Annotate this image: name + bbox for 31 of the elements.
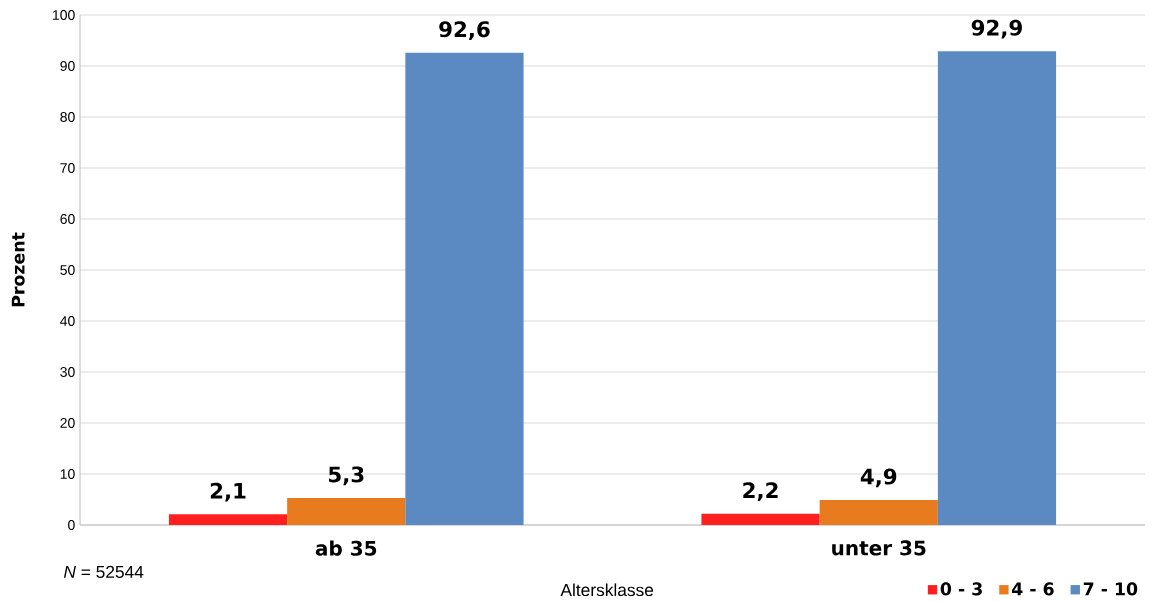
y-tick-label: 60 bbox=[60, 214, 75, 224]
data-label: 2,1 bbox=[210, 482, 246, 502]
data-label: 5,3 bbox=[329, 466, 364, 486]
y-tick-label: 0 bbox=[68, 520, 75, 530]
y-tick-label: 100 bbox=[53, 10, 75, 20]
bar bbox=[405, 52, 524, 525]
data-label: 92,6 bbox=[439, 21, 490, 41]
legend-label: 0 - 3 bbox=[940, 582, 982, 596]
y-tick-label: 10 bbox=[60, 469, 75, 479]
bar bbox=[287, 497, 406, 525]
data-label: 92,9 bbox=[971, 19, 1022, 39]
bar bbox=[937, 51, 1057, 525]
y-tick-label: 80 bbox=[60, 112, 75, 122]
bar bbox=[819, 499, 938, 525]
legend-label: 4 - 6 bbox=[1012, 582, 1054, 596]
y-tick-label: 40 bbox=[60, 316, 75, 326]
y-tick-label: 70 bbox=[60, 163, 75, 173]
y-axis-title: Prozent bbox=[11, 232, 25, 307]
y-tick-label: 90 bbox=[60, 61, 75, 71]
y-tick-label: 20 bbox=[60, 418, 75, 428]
data-label: 2,2 bbox=[743, 482, 778, 502]
legend-label: 7 - 10 bbox=[1083, 582, 1138, 596]
data-label: 4,9 bbox=[860, 468, 897, 488]
bar bbox=[168, 514, 288, 525]
y-tick-label: 30 bbox=[60, 367, 75, 377]
text: N = 52544 bbox=[63, 565, 144, 579]
x-tick-label: ab 35 bbox=[315, 540, 377, 556]
x-axis-title: Altersklasse bbox=[560, 583, 654, 597]
bar bbox=[701, 513, 820, 525]
y-tick-label: 50 bbox=[60, 265, 75, 275]
x-tick-label: unter 35 bbox=[832, 540, 926, 556]
